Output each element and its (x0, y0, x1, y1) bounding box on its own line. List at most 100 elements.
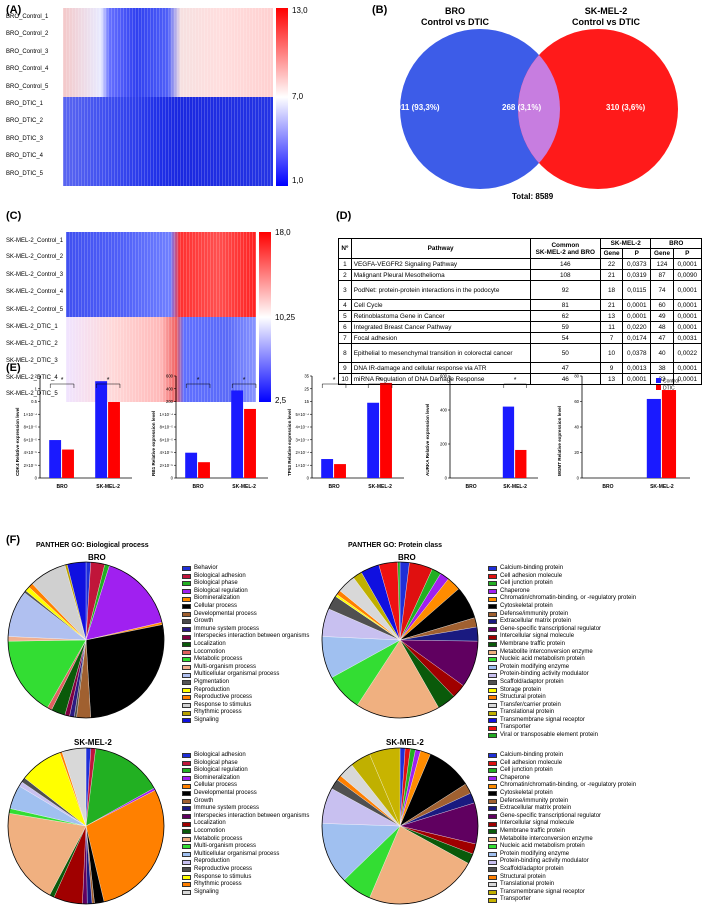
table-cell-sk-gene: 7 (600, 332, 624, 344)
table-cell-pathway: Focal adhesion (350, 332, 531, 344)
x-tick-label: SK-MEL-2 (368, 484, 392, 490)
legend-swatch (182, 657, 191, 663)
legend-swatch (182, 874, 191, 880)
table-cell-pathway: Epithelial to mesenchymal transition in … (350, 343, 531, 363)
legend-swatch (488, 753, 497, 759)
venn-right-title: SK-MEL-2 Control vs DTIC (546, 6, 666, 28)
y-tick-label: 0.5 (31, 399, 37, 404)
table-cell-sk-gene: 13 (600, 310, 624, 322)
legend-label: Defense/immunity protein (500, 610, 569, 617)
legend-label: Metabolic process (194, 835, 243, 842)
legend-item: Biological regulation (182, 588, 309, 596)
table-cell-sk-p: 0,0373 (622, 258, 652, 270)
common-line1: Common (551, 241, 580, 249)
legend-swatch (182, 710, 191, 716)
legend-label: Transfer/carrier protein (500, 701, 561, 708)
legend-item: Biomineralization (182, 595, 309, 603)
table-cell-bro-p: 0,0090 (672, 269, 703, 281)
legend-bp-sk: Biological adhesion Biological phase Biolo… (182, 752, 309, 896)
legend-label: Scaffold/adaptor protein (500, 865, 564, 872)
y-tick-label: 6×10⁻⁵ (160, 437, 174, 442)
legend-item: Cell adhesion molecule (488, 573, 636, 581)
legend-item: Cellular process (182, 603, 309, 611)
legend-label: Locomotion (194, 827, 226, 834)
table-row: 8 Epithelial to mesenchymal transition in… (338, 343, 703, 363)
table-row: 3 PodNet: protein-protein interactions in… (338, 280, 703, 300)
legend-item: Metabolic process (182, 836, 309, 844)
table-cell-bro-p: 0,0001 (672, 321, 703, 333)
legend-item: Developmental process (182, 790, 309, 798)
legend-item: Extracellular matrix protein (488, 618, 636, 626)
heatmap-row-label: BRO_DTIC_5 (6, 171, 44, 177)
legend-label: Developmental process (194, 789, 257, 796)
legend-label: Storage protein (500, 686, 542, 693)
common-line2: SK-MEL-2 and BRO (535, 248, 595, 256)
heatmap-a-colorbar (276, 8, 288, 186)
significance-marker: * (514, 377, 517, 384)
y-axis-label: AURKA Relative expression level (425, 404, 430, 476)
legend-label: Multicellular organismal process (194, 671, 280, 678)
table-cell-pathway: Malignant Pleural Mesothelioma (350, 269, 531, 281)
x-tick-label: SK-MEL-2 (503, 484, 527, 490)
pathway-table: Nº Pathway Common SK-MEL-2 and BRO SK-MEL… (338, 238, 703, 385)
table-cell-common: 92 (529, 280, 602, 300)
legend-swatch (182, 665, 191, 671)
legend-swatch (182, 596, 191, 602)
legend-swatch (182, 611, 191, 617)
legend-swatch (182, 604, 191, 610)
legend-label: Signaling (194, 716, 219, 723)
legend-item: Storage protein (488, 687, 636, 695)
y-tick-label: 0 (445, 476, 448, 481)
legend-label: Gene-specific transcriptional regulator (500, 812, 602, 819)
bar-chart-cdk4: CDK4 Relative expression level 2 1 0.5 1×10⁻… (15, 374, 132, 490)
bar-dtic-bro (334, 464, 346, 478)
table-cell-no: 6 (338, 321, 352, 333)
significance-marker: * (61, 377, 64, 384)
heatmap-row-label: SK-MEL-2_Control_1 (6, 238, 64, 244)
legend-swatch (488, 760, 497, 766)
significance-bracket (503, 383, 527, 388)
venn-left-title-line1: BRO (445, 6, 465, 16)
table-cell-sk-p: 0,0001 (622, 299, 652, 311)
heatmap-row-label: BRO_DTIC_2 (6, 118, 44, 124)
significance-bracket (231, 383, 257, 388)
legend-label: Reproductive process (194, 865, 253, 872)
legend-label: Biological phase (194, 759, 238, 766)
legend-item: Nucleic acid metabolism protein (488, 656, 636, 664)
legend-swatch (182, 836, 191, 842)
panel-label-b: (B) (372, 4, 388, 16)
legend-label: Membrane traffic protein (500, 640, 565, 647)
legend-item: Transmembrane signal receptor (488, 717, 636, 725)
legend-item: Multi-organism process (182, 843, 309, 851)
y-tick-label: 25 (304, 386, 309, 391)
legend-swatch (182, 649, 191, 655)
legend-item: Cell junction protein (488, 580, 636, 588)
legend-swatch (182, 702, 191, 708)
significance-marker: * (379, 377, 382, 384)
legend-label: Chromatin/chromatin-binding, or -regulat… (500, 782, 637, 789)
legend-label: Biological phase (194, 580, 238, 587)
table-header-p: P (622, 248, 652, 259)
bar-chart-aurka: AURKA Relative expression level 600 400 200… (425, 374, 538, 490)
table-cell-pathway: Cell Cycle (350, 299, 531, 311)
legend-swatch (488, 897, 497, 903)
legend-swatch (488, 611, 497, 617)
table-cell-sk-p: 0,0115 (622, 280, 652, 300)
go-bp-title: PANTHER GO: Biological process (36, 542, 149, 549)
panel-label-a: (A) (6, 4, 22, 16)
legend-swatch (182, 642, 191, 648)
colorbar-min-label: 1,0 (292, 176, 304, 185)
heatmap-row-label: BRO_Control_4 (6, 66, 49, 72)
legend-item: Metabolite interconversion enzyme (488, 649, 636, 657)
heatmap-row-label: BRO_DTIC_1 (6, 101, 44, 107)
significance-bracket (367, 383, 393, 388)
heatmap-row-label: SK-MEL-2_DTIC_5 (6, 391, 58, 397)
legend-item: Scaffold/adaptor protein (488, 866, 636, 874)
significance-bracket (321, 383, 347, 388)
table-cell-common: 108 (529, 269, 602, 281)
table-cell-sk-p: 0,0001 (622, 310, 652, 322)
legend-swatch (488, 821, 497, 827)
legend-swatch (488, 687, 497, 693)
table-cell-bro-p: 0,0001 (672, 373, 703, 385)
y-axis-label: CDK4 Relative expression level (15, 408, 20, 476)
